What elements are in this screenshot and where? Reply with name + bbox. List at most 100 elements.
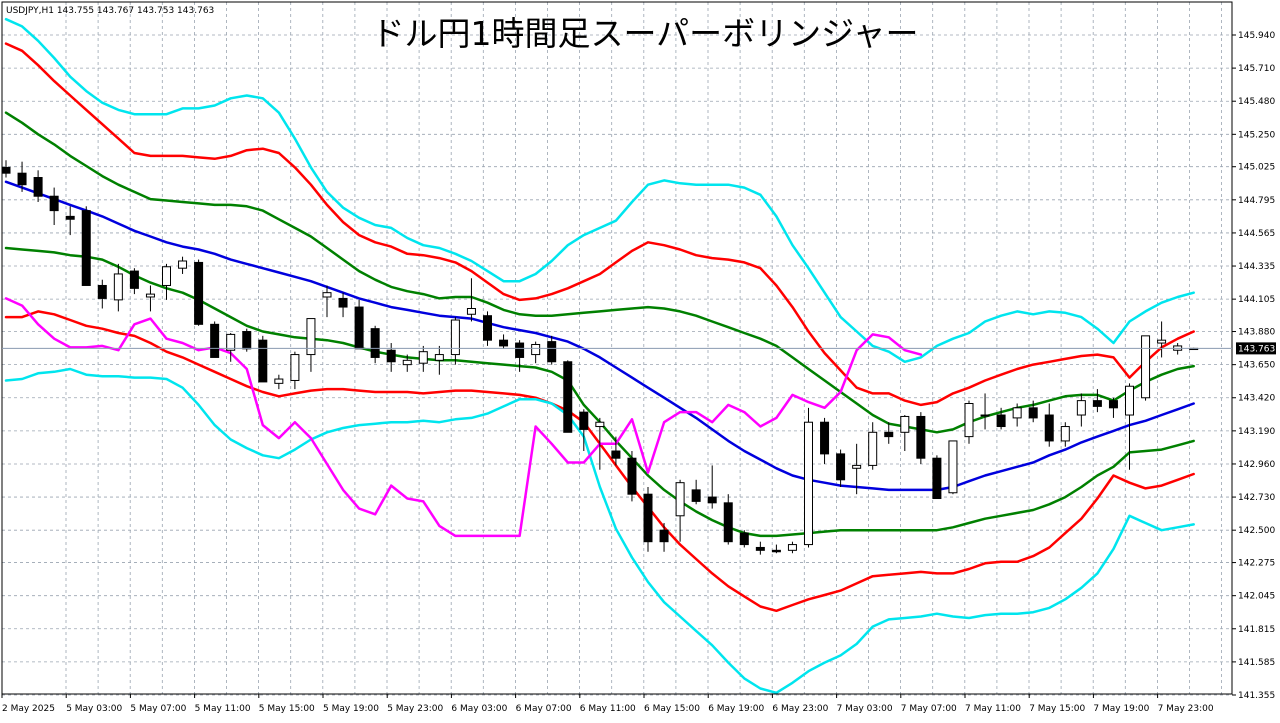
- candle: [563, 360, 573, 433]
- candle-body: [450, 319, 460, 356]
- candle: [787, 541, 797, 554]
- y-tick-label: 141.815: [1238, 625, 1275, 635]
- candle: [258, 335, 268, 383]
- candle-body: [226, 333, 236, 351]
- candle-body: [1141, 335, 1151, 399]
- candle-body: [675, 482, 685, 517]
- candle-body: [17, 172, 27, 186]
- candle: [547, 335, 557, 365]
- y-tick-label: 142.275: [1238, 559, 1275, 569]
- candles: [1, 160, 1199, 555]
- candle-body: [707, 496, 717, 504]
- candle: [820, 417, 830, 464]
- candle-body: [1012, 407, 1022, 419]
- candle-body: [820, 421, 830, 455]
- y-tick-label: 145.250: [1238, 130, 1275, 140]
- candle-body: [499, 339, 509, 347]
- candle-body: [178, 260, 188, 269]
- candle: [370, 325, 380, 364]
- candle: [579, 409, 589, 452]
- candle: [466, 278, 476, 322]
- candle: [707, 465, 717, 509]
- candle-body: [836, 453, 846, 481]
- candle-body: [948, 440, 958, 494]
- candle-body: [274, 378, 284, 384]
- candle-body: [916, 415, 926, 459]
- candle-body: [1108, 400, 1118, 409]
- candle-body: [338, 297, 348, 308]
- candle-body: [129, 270, 139, 289]
- candle: [113, 263, 123, 312]
- candle: [659, 522, 669, 552]
- candle: [723, 494, 733, 545]
- candle-body: [81, 210, 91, 286]
- y-tick-label: 141.585: [1238, 658, 1275, 668]
- current-price-label: 143.763: [1238, 344, 1275, 354]
- candle-body: [932, 457, 942, 500]
- candle: [691, 479, 701, 505]
- series-line-6: [4, 367, 1195, 695]
- candle-body: [787, 544, 797, 551]
- candle: [884, 422, 894, 444]
- y-tick-label: 144.795: [1238, 196, 1275, 206]
- candle-body: [65, 215, 75, 220]
- candle-body: [964, 403, 974, 438]
- candle: [1044, 403, 1054, 447]
- candle: [771, 544, 781, 554]
- candle-body: [33, 177, 43, 197]
- candle: [322, 285, 332, 318]
- candle: [980, 393, 990, 430]
- candle-body: [515, 342, 525, 358]
- candle-body: [306, 318, 316, 356]
- candle-body: [1060, 426, 1070, 442]
- candle: [1157, 321, 1167, 358]
- candle: [290, 351, 300, 390]
- candle-body: [996, 414, 1006, 428]
- y-tick-label: 142.500: [1238, 526, 1275, 536]
- candle-body: [547, 341, 557, 363]
- candle-body: [884, 431, 894, 438]
- candle: [402, 354, 412, 372]
- candle: [595, 417, 605, 470]
- x-tick-label: 5 May 11:00: [195, 704, 251, 714]
- x-axis: 2 May 2025 5 May 03:00 5 May 07:00 5 May 11…: [1, 694, 1214, 714]
- candle: [450, 317, 460, 365]
- candle: [868, 422, 878, 470]
- candle-body: [290, 354, 300, 381]
- candle-body: [1076, 400, 1086, 416]
- candle-body: [483, 315, 492, 341]
- candle: [1141, 335, 1151, 401]
- candle-body: [739, 532, 749, 546]
- candle-body: [868, 431, 878, 466]
- y-tick-label: 145.025: [1238, 163, 1275, 173]
- candle: [1092, 389, 1102, 413]
- x-tick-label: 5 May 19:00: [323, 704, 379, 714]
- candle: [916, 412, 926, 464]
- candle: [852, 443, 862, 495]
- y-tick-label: 145.940: [1238, 31, 1275, 41]
- symbol-header: USDJPY,H1 143.755 143.767 143.753 143.76…: [6, 6, 214, 16]
- candle-body: [1, 166, 11, 174]
- x-tick-label: 7 May 07:00: [901, 704, 957, 714]
- candle-body: [900, 415, 910, 433]
- candle: [386, 343, 396, 372]
- y-tick-label: 145.710: [1238, 64, 1275, 74]
- x-tick-label: 6 May 19:00: [708, 704, 764, 714]
- candle: [499, 334, 509, 349]
- candle-body: [643, 493, 653, 543]
- candle: [804, 407, 813, 548]
- series-line-7: [4, 297, 923, 538]
- candle-body: [595, 421, 605, 428]
- x-tick-label: 7 May 03:00: [837, 704, 893, 714]
- y-tick-label: 143.880: [1238, 328, 1275, 338]
- series-line-0: [4, 180, 1195, 492]
- candle: [1012, 403, 1022, 427]
- candle: [515, 340, 525, 372]
- candle-body: [322, 292, 332, 298]
- candle-body: [755, 546, 765, 551]
- candle-body: [210, 323, 220, 358]
- candle-body: [49, 195, 59, 212]
- candle-body: [531, 343, 541, 356]
- candle: [932, 455, 942, 500]
